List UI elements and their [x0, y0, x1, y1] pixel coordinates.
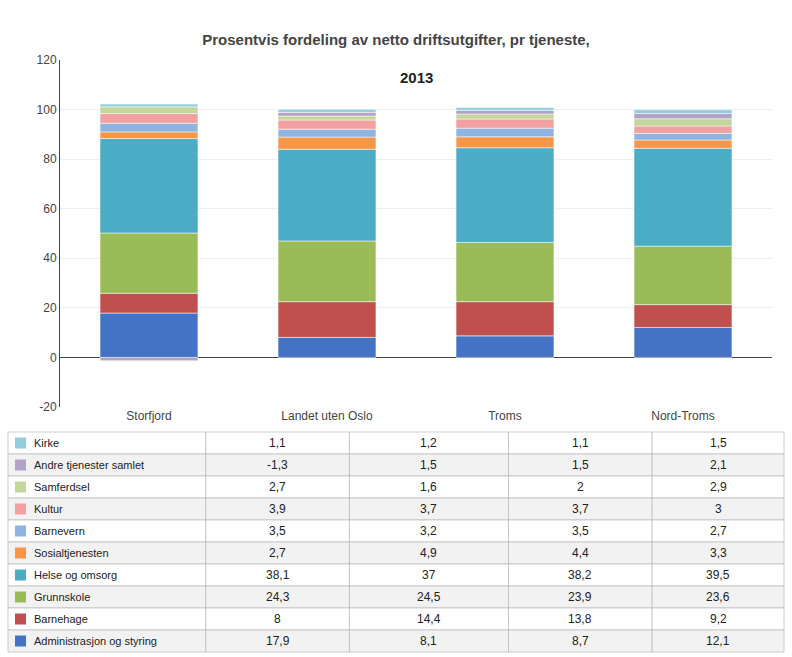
- svg-text:120: 120: [37, 53, 57, 67]
- svg-text:39,5: 39,5: [706, 568, 730, 582]
- svg-text:24,5: 24,5: [417, 590, 441, 604]
- svg-text:Administrasjon og styring: Administrasjon og styring: [34, 635, 157, 647]
- svg-text:2,7: 2,7: [710, 524, 727, 538]
- svg-text:2,9: 2,9: [710, 480, 727, 494]
- svg-text:3,7: 3,7: [572, 502, 589, 516]
- svg-text:1,1: 1,1: [269, 436, 286, 450]
- svg-text:1,5: 1,5: [710, 436, 727, 450]
- svg-text:1,1: 1,1: [572, 436, 589, 450]
- svg-text:14,4: 14,4: [417, 612, 441, 626]
- svg-text:2013: 2013: [400, 69, 433, 86]
- svg-text:Helse og omsorg: Helse og omsorg: [34, 569, 117, 581]
- svg-text:-20: -20: [39, 400, 57, 414]
- svg-text:-1,3: -1,3: [267, 458, 288, 472]
- svg-text:Andre tjenester samlet: Andre tjenester samlet: [34, 459, 144, 471]
- svg-text:24,3: 24,3: [266, 590, 290, 604]
- svg-text:2: 2: [577, 480, 584, 494]
- svg-text:17,9: 17,9: [266, 634, 290, 648]
- svg-text:4,4: 4,4: [572, 546, 589, 560]
- svg-text:3,7: 3,7: [420, 502, 437, 516]
- svg-text:23,9: 23,9: [568, 590, 592, 604]
- svg-text:0: 0: [50, 351, 57, 365]
- svg-text:38,2: 38,2: [568, 568, 592, 582]
- svg-text:2,7: 2,7: [269, 546, 286, 560]
- svg-text:3,3: 3,3: [710, 546, 727, 560]
- svg-text:3,2: 3,2: [420, 524, 437, 538]
- svg-text:100: 100: [37, 103, 57, 117]
- svg-text:12,1: 12,1: [706, 634, 730, 648]
- svg-text:Kultur: Kultur: [34, 503, 63, 515]
- svg-text:40: 40: [43, 251, 57, 265]
- svg-text:4,9: 4,9: [420, 546, 437, 560]
- svg-text:3,9: 3,9: [269, 502, 286, 516]
- svg-text:Barnehage: Barnehage: [34, 613, 88, 625]
- svg-text:1,2: 1,2: [420, 436, 437, 450]
- svg-text:2,1: 2,1: [710, 458, 727, 472]
- svg-text:Grunnskole: Grunnskole: [34, 591, 90, 603]
- svg-text:1,5: 1,5: [572, 458, 589, 472]
- svg-text:3,5: 3,5: [269, 524, 286, 538]
- svg-text:1,6: 1,6: [420, 480, 437, 494]
- svg-text:Landet uten Oslo: Landet uten Oslo: [281, 409, 373, 423]
- svg-text:8: 8: [274, 612, 281, 626]
- svg-text:60: 60: [43, 202, 57, 216]
- svg-text:23,6: 23,6: [706, 590, 730, 604]
- svg-text:9,2: 9,2: [710, 612, 727, 626]
- svg-text:3: 3: [715, 502, 722, 516]
- svg-text:38,1: 38,1: [266, 568, 290, 582]
- svg-text:2,7: 2,7: [269, 480, 286, 494]
- svg-text:Kirke: Kirke: [34, 437, 59, 449]
- svg-text:Prosentvis fordeling av netto: Prosentvis fordeling av netto driftsutgi…: [202, 31, 590, 48]
- svg-text:Sosialtjenesten: Sosialtjenesten: [34, 547, 109, 559]
- svg-text:80: 80: [43, 152, 57, 166]
- svg-text:1,5: 1,5: [420, 458, 437, 472]
- svg-text:20: 20: [43, 301, 57, 315]
- svg-text:Nord-Troms: Nord-Troms: [651, 409, 715, 423]
- svg-text:Barnevern: Barnevern: [34, 525, 85, 537]
- svg-text:Troms: Troms: [488, 409, 522, 423]
- svg-text:3,5: 3,5: [572, 524, 589, 538]
- svg-text:Samferdsel: Samferdsel: [34, 481, 90, 493]
- svg-text:13,8: 13,8: [568, 612, 592, 626]
- svg-text:8,1: 8,1: [420, 634, 437, 648]
- svg-text:Storfjord: Storfjord: [126, 409, 171, 423]
- svg-text:8,7: 8,7: [572, 634, 589, 648]
- svg-text:37: 37: [422, 568, 436, 582]
